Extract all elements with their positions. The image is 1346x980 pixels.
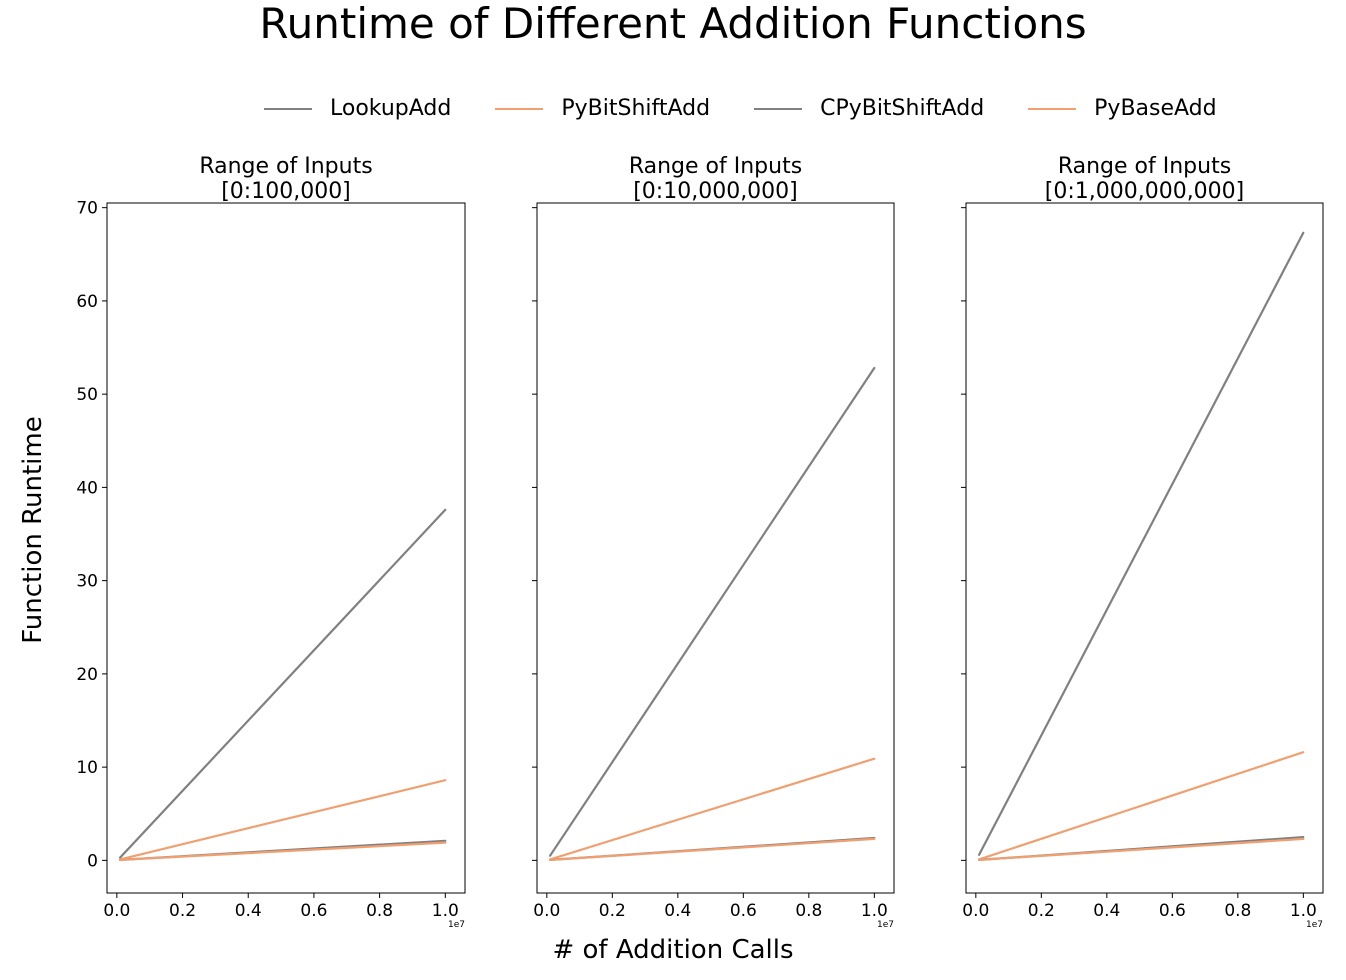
series-line-pybitshiftadd <box>977 751 1305 861</box>
subplot-range-label: [0:100,000] <box>221 179 351 204</box>
series-line-pybaseadd <box>548 837 876 862</box>
series-line-lookupadd <box>977 231 1305 856</box>
series-line-pybitshiftadd <box>548 757 876 861</box>
y-tick-label: 0 <box>87 851 98 871</box>
x-tick-label: 0.0 <box>103 901 130 921</box>
legend-label: PyBitShiftAdd <box>561 96 711 121</box>
x-offset-text: 1e7 <box>1306 920 1323 930</box>
subplot-range-label: [0:1,000,000,000] <box>1045 179 1245 204</box>
plot-frame <box>536 202 895 894</box>
legend-label: CPyBitShiftAdd <box>820 96 985 121</box>
series-line-pybaseadd <box>977 837 1305 862</box>
figure-title: Runtime of Different Addition Functions <box>259 0 1087 48</box>
series-line-lookupadd <box>548 366 876 857</box>
subplot-title: Range of Inputs <box>629 154 802 179</box>
x-tick-label: 0.2 <box>169 901 196 921</box>
legend-swatch <box>1028 108 1077 110</box>
plot-frame <box>106 202 466 894</box>
legend-label: PyBaseAdd <box>1094 96 1217 121</box>
series-line-pybitshiftadd <box>118 779 447 861</box>
legend-label: LookupAdd <box>330 96 452 121</box>
legend-item-lookupadd: LookupAdd <box>264 94 451 124</box>
x-tick-label: 0.6 <box>1159 901 1186 921</box>
legend-item-pybaseadd: PyBaseAdd <box>1028 94 1217 124</box>
x-tick-label: 0.8 <box>366 901 393 921</box>
x-tick-label: 0.8 <box>795 901 822 921</box>
y-tick-label: 60 <box>76 292 98 312</box>
series-line-pybaseadd <box>118 841 447 862</box>
x-tick-label: 0.0 <box>962 901 989 921</box>
subplot-title: Range of Inputs <box>199 154 372 179</box>
y-tick-label: 40 <box>76 478 98 498</box>
y-tick-label: 50 <box>76 385 98 405</box>
x-tick-label: 0.6 <box>300 901 327 921</box>
y-axis-label: Function Runtime <box>18 416 48 644</box>
legend-swatch <box>754 108 803 110</box>
x-tick-label: 0.8 <box>1224 901 1251 921</box>
x-tick-label: 0.2 <box>1028 901 1055 921</box>
x-tick-label: 1.0 <box>1290 901 1317 921</box>
y-tick-label: 70 <box>76 199 98 219</box>
x-tick-label: 1.0 <box>432 901 459 921</box>
x-tick-label: 0.0 <box>533 901 560 921</box>
x-offset-text: 1e7 <box>877 920 894 930</box>
plot-frame <box>965 202 1324 894</box>
x-axis-label: # of Addition Calls <box>552 935 794 965</box>
series-line-lookupadd <box>118 508 447 859</box>
x-tick-label: 0.2 <box>599 901 626 921</box>
x-tick-label: 0.4 <box>235 901 262 921</box>
subplot-range-label: [0:10,000,000] <box>633 179 798 204</box>
subplot-title: Range of Inputs <box>1058 154 1231 179</box>
x-tick-label: 0.6 <box>730 901 757 921</box>
x-tick-label: 0.4 <box>1093 901 1120 921</box>
y-tick-label: 20 <box>76 665 98 685</box>
legend-swatch <box>495 108 544 110</box>
x-offset-text: 1e7 <box>448 920 465 930</box>
x-tick-label: 0.4 <box>664 901 691 921</box>
legend-item-pybitshiftadd: PyBitShiftAdd <box>495 94 710 124</box>
legend: LookupAdd PyBitShiftAdd CPyBitShiftAdd P… <box>264 92 1261 126</box>
y-tick-label: 30 <box>76 572 98 592</box>
x-tick-label: 1.0 <box>861 901 888 921</box>
y-tick-label: 10 <box>76 758 98 778</box>
legend-swatch <box>264 108 312 110</box>
legend-item-cpybitshiftadd: CPyBitShiftAdd <box>754 94 984 124</box>
